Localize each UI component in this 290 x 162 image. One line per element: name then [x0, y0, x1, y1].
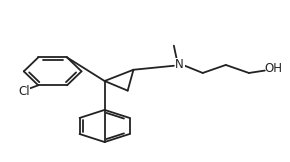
Text: N: N [175, 58, 184, 71]
Text: OH: OH [264, 62, 282, 75]
Text: Cl: Cl [18, 85, 30, 98]
